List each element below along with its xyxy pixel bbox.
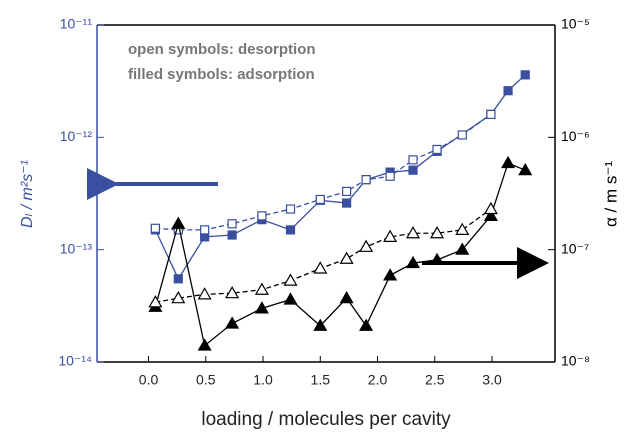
point: [405, 226, 421, 239]
x-tick-label: 0.5: [196, 372, 216, 388]
point: [283, 292, 298, 305]
point: [200, 225, 210, 235]
point: [455, 222, 470, 235]
point: [520, 70, 530, 80]
point: [150, 223, 160, 233]
point: [518, 162, 533, 176]
point: [359, 318, 374, 331]
y-axis-label: Dₗ / m²s⁻¹: [19, 160, 36, 228]
y2-axis-label: α / m s⁻¹: [601, 161, 620, 227]
annotation: open symbols: desorption: [128, 41, 316, 58]
point: [148, 295, 163, 308]
point: [405, 255, 421, 269]
point: [432, 144, 442, 155]
point: [385, 171, 395, 181]
point: [455, 242, 470, 255]
point: [503, 86, 513, 96]
point: [361, 175, 371, 185]
x-tick-label: 1.0: [253, 372, 273, 388]
point: [483, 208, 498, 221]
point: [486, 109, 496, 120]
point: [457, 130, 467, 140]
y-tick-label: 10⁻¹⁴: [58, 353, 92, 369]
point: [227, 219, 237, 229]
series-line: [155, 208, 492, 303]
y2-tick-label: 10⁻⁵: [561, 16, 590, 32]
point: [257, 211, 267, 221]
x-tick-label: 2.5: [425, 372, 445, 388]
point: [171, 216, 186, 229]
point: [171, 290, 186, 304]
point: [227, 230, 237, 240]
point: [430, 252, 445, 266]
y2-tick-label: 10⁻⁷: [561, 240, 589, 256]
point: [383, 268, 398, 281]
point: [197, 338, 212, 351]
point: [501, 155, 516, 169]
point: [408, 155, 418, 165]
x-tick-label: 1.5: [311, 372, 331, 388]
point: [197, 287, 212, 300]
y2-tick-label: 10⁻⁸: [561, 353, 590, 369]
point: [313, 318, 328, 331]
point: [342, 186, 352, 197]
point: [313, 261, 328, 274]
point: [173, 274, 183, 284]
point: [483, 201, 498, 215]
point: [342, 198, 352, 208]
point: [225, 285, 240, 299]
series-line: [154, 74, 526, 281]
point: [383, 229, 398, 242]
point: [254, 282, 269, 295]
x-axis-label: loading / molecules per cavity: [201, 409, 451, 430]
series-line: [154, 162, 526, 347]
y-tick-label: 10⁻¹³: [60, 240, 93, 256]
y2-tick-label: 10⁻⁶: [561, 128, 590, 144]
point: [285, 204, 296, 214]
point: [339, 251, 354, 264]
x-tick-label: 2.0: [368, 372, 388, 388]
series-line: [155, 113, 492, 231]
point: [408, 165, 418, 175]
point: [315, 194, 325, 205]
y-tick-label: 10⁻¹²: [60, 128, 93, 144]
x-tick-label: 0.0: [139, 372, 159, 388]
y-tick-label: 10⁻¹¹: [60, 16, 93, 32]
point: [359, 239, 374, 252]
point: [254, 301, 269, 314]
point: [430, 226, 445, 239]
annotation: filled symbols: adsorption: [128, 66, 315, 83]
point: [225, 316, 240, 329]
point: [285, 225, 296, 235]
x-tick-label: 3.0: [482, 372, 502, 388]
point: [339, 290, 354, 304]
point: [283, 273, 298, 286]
